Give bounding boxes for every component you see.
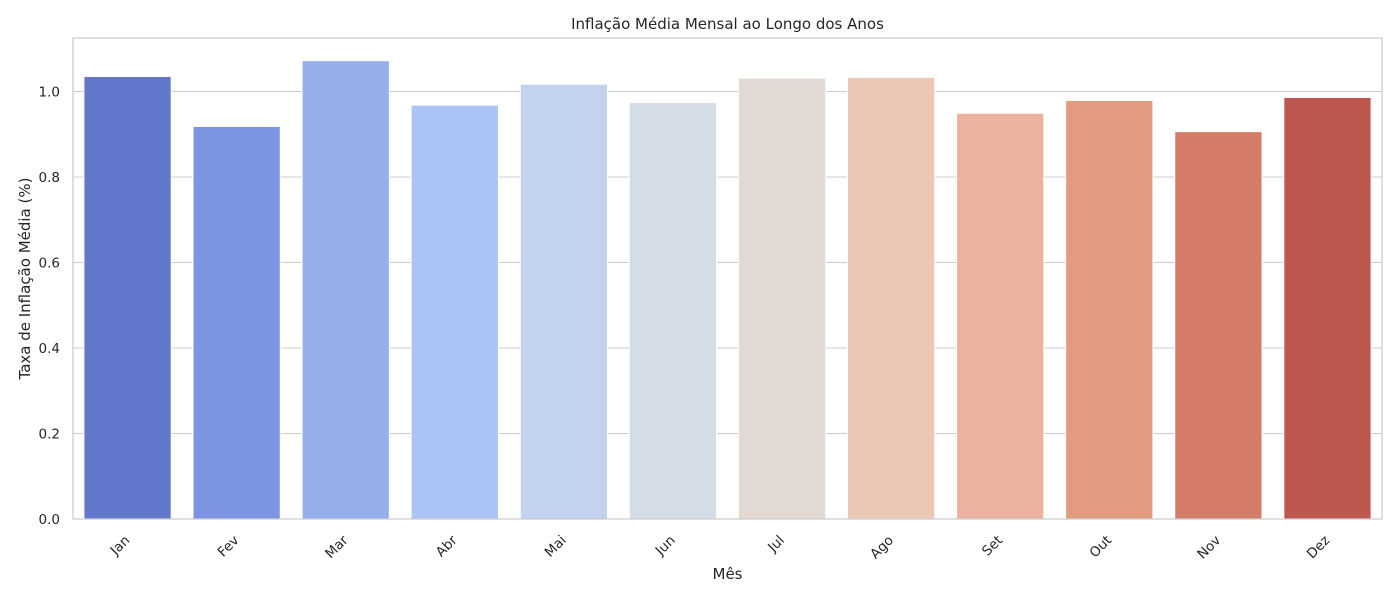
- bar-nov: [1174, 131, 1263, 520]
- bar-mai: [519, 83, 609, 520]
- y-axis-ticks: 0.0 0.2 0.4 0.6 0.8 1.0: [39, 84, 60, 528]
- chart-title: Inflação Média Mensal ao Longo dos Anos: [571, 15, 884, 33]
- x-tick-label: Nov: [1194, 533, 1224, 563]
- y-tick-label: 0.4: [39, 341, 60, 357]
- x-axis-ticks: Jan Fev Mar Abr Mai Jun Jul Ago Set Out Nov Dez: [107, 532, 1334, 562]
- bars: [83, 60, 1372, 520]
- x-tick-label: Mar: [322, 532, 352, 562]
- x-tick-label: Out: [1086, 533, 1115, 562]
- bar-fev: [192, 126, 281, 520]
- bar-abr: [410, 104, 499, 520]
- bar-jun: [628, 102, 718, 520]
- y-tick-label: 0.6: [39, 255, 60, 271]
- bar-out: [1065, 99, 1154, 520]
- y-tick-label: 1.0: [39, 84, 60, 100]
- bar-dez: [1283, 96, 1372, 520]
- y-tick-label: 0.2: [39, 426, 60, 442]
- x-axis-label: Mês: [713, 565, 743, 583]
- x-tick-label: Abr: [433, 532, 461, 560]
- bar-jul: [737, 77, 827, 520]
- x-tick-label: Dez: [1304, 533, 1334, 563]
- bar-set: [956, 112, 1045, 520]
- bar-jan: [83, 75, 172, 520]
- x-tick-label: Set: [979, 533, 1006, 560]
- bar-ago: [846, 76, 936, 520]
- x-tick-label: Fev: [215, 533, 243, 561]
- x-tick-label: Jul: [764, 533, 788, 557]
- y-tick-label: 0.0: [39, 512, 60, 528]
- y-axis-label: Taxa de Inflação Média (%): [16, 178, 34, 381]
- x-tick-label: Jan: [107, 533, 134, 560]
- x-tick-label: Ago: [867, 533, 897, 563]
- plot-frame: [72, 37, 1383, 520]
- x-tick-label: Jun: [652, 533, 679, 560]
- x-tick-label: Mai: [542, 533, 570, 561]
- y-tick-label: 0.8: [39, 170, 60, 186]
- bar-mar: [301, 60, 390, 520]
